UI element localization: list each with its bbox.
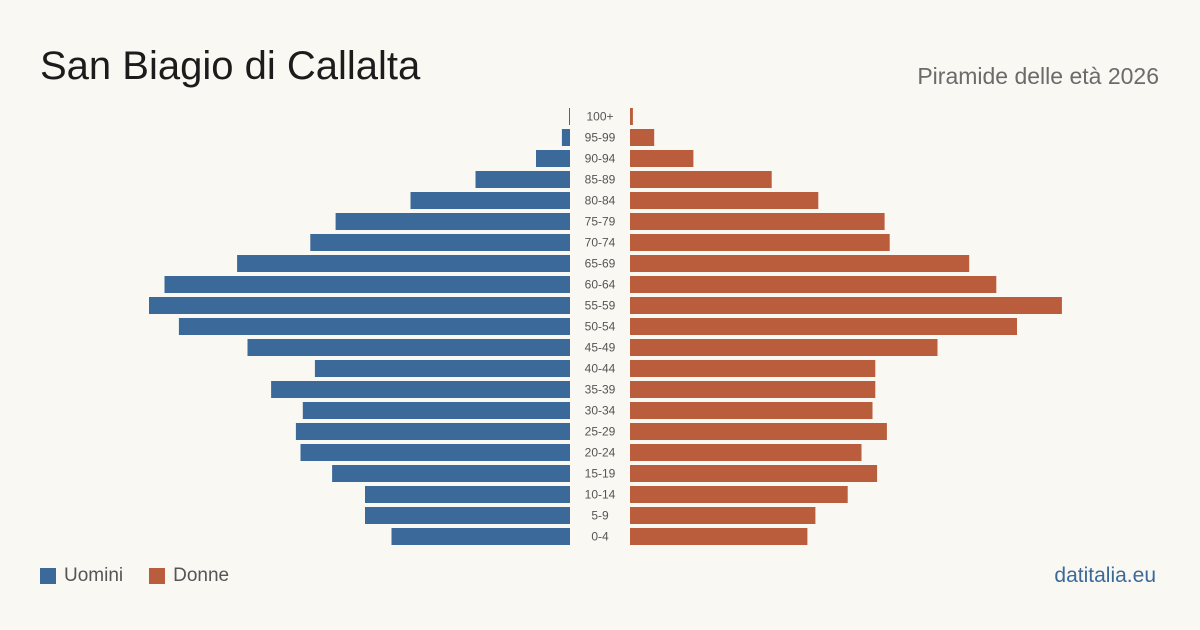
bar-female-50-54: [630, 318, 1017, 335]
bar-female-0-4: [630, 528, 808, 545]
page-title: San Biagio di Callalta: [40, 44, 421, 88]
bar-male-0-4: [391, 528, 570, 545]
bar-male-80-84: [410, 192, 570, 209]
age-label-0-4: 0-4: [591, 530, 609, 544]
age-label-45-49: 45-49: [585, 341, 616, 355]
bar-female-70-74: [630, 234, 890, 251]
legend-item-female: Donne: [149, 565, 229, 587]
bar-female-10-14: [630, 486, 848, 503]
legend-label-male: Uomini: [64, 565, 124, 586]
bar-male-35-39: [271, 381, 570, 398]
bar-male-85-89: [475, 171, 570, 188]
bar-female-65-69: [630, 255, 970, 272]
age-label-55-59: 55-59: [585, 299, 616, 313]
bar-female-20-24: [630, 444, 862, 461]
age-label-100+: 100+: [586, 110, 613, 124]
chart-legend: Uomini Donne: [40, 565, 255, 587]
bar-male-30-34: [302, 402, 570, 419]
bar-male-15-19: [332, 465, 570, 482]
age-label-40-44: 40-44: [585, 362, 616, 376]
age-label-85-89: 85-89: [585, 173, 616, 187]
bar-female-30-34: [630, 402, 873, 419]
age-label-70-74: 70-74: [585, 236, 616, 250]
bar-female-40-44: [630, 360, 876, 377]
bar-female-5-9: [630, 507, 816, 524]
bar-female-80-84: [630, 192, 819, 209]
chart-subtitle: Piramide delle età 2026: [917, 63, 1159, 89]
bar-female-90-94: [630, 150, 694, 167]
bar-male-5-9: [365, 507, 570, 524]
age-label-95-99: 95-99: [585, 131, 616, 145]
legend-swatch-female: [149, 568, 166, 584]
bar-male-25-29: [295, 423, 570, 440]
bar-female-100+: [630, 108, 633, 125]
bar-male-45-49: [247, 339, 570, 356]
age-label-5-9: 5-9: [591, 509, 609, 523]
bar-female-95-99: [630, 129, 655, 146]
legend-swatch-male: [40, 568, 56, 584]
bar-male-75-79: [335, 213, 570, 230]
bar-male-65-69: [237, 255, 570, 272]
age-label-35-39: 35-39: [585, 383, 616, 397]
age-label-90-94: 90-94: [585, 152, 616, 166]
bar-female-85-89: [630, 171, 772, 188]
bar-male-40-44: [314, 360, 570, 377]
age-label-15-19: 15-19: [585, 467, 616, 481]
age-label-30-34: 30-34: [585, 404, 616, 418]
age-label-50-54: 50-54: [585, 320, 616, 334]
bar-male-70-74: [310, 234, 570, 251]
age-label-10-14: 10-14: [585, 488, 616, 502]
bar-male-50-54: [178, 318, 570, 335]
legend-label-female: Donne: [173, 565, 230, 586]
bar-male-95-99: [561, 129, 570, 146]
bar-male-55-59: [149, 297, 570, 314]
bar-female-55-59: [630, 297, 1062, 314]
bar-male-10-14: [365, 486, 570, 503]
age-label-25-29: 25-29: [585, 425, 616, 439]
bar-female-45-49: [630, 339, 938, 356]
bar-female-15-19: [630, 465, 878, 482]
bar-male-100+: [569, 108, 570, 125]
bar-male-60-64: [164, 276, 570, 293]
age-label-60-64: 60-64: [585, 278, 616, 292]
bar-female-75-79: [630, 213, 885, 230]
bar-female-35-39: [630, 381, 876, 398]
bar-male-20-24: [300, 444, 570, 461]
age-label-75-79: 75-79: [585, 215, 616, 229]
age-label-80-84: 80-84: [585, 194, 616, 208]
bar-female-60-64: [630, 276, 997, 293]
bar-male-90-94: [536, 150, 570, 167]
age-label-20-24: 20-24: [585, 446, 616, 460]
bar-female-25-29: [630, 423, 887, 440]
brand-link[interactable]: datitalia.eu: [1054, 564, 1156, 587]
legend-item-male: Uomini: [40, 565, 123, 587]
age-label-65-69: 65-69: [585, 257, 616, 271]
